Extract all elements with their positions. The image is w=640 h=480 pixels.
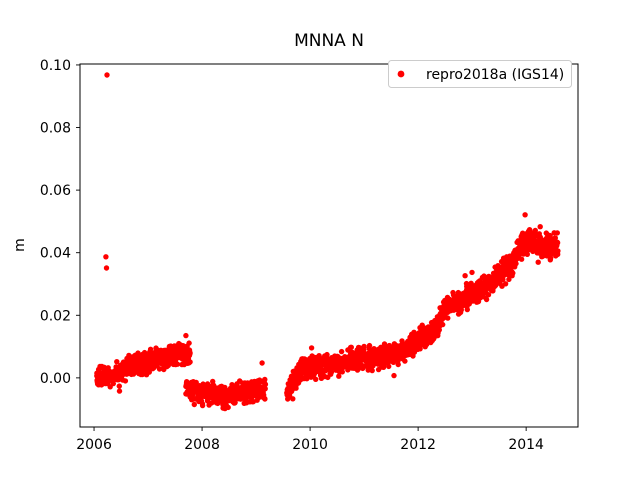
- data-point: [361, 343, 367, 350]
- data-point: [313, 376, 319, 382]
- data-point: [554, 240, 561, 246]
- outlier-data-point: [103, 254, 109, 260]
- axes-frame: [79, 63, 579, 428]
- data-point: [483, 296, 490, 303]
- scatter-series: [94, 72, 561, 412]
- x-tick-label: 2012: [400, 437, 436, 453]
- data-point: [469, 269, 475, 276]
- outlier-data-point: [104, 72, 110, 78]
- x-tick-label: 2006: [76, 437, 112, 453]
- data-point: [336, 373, 342, 379]
- data-point: [262, 376, 268, 383]
- y-tick-label: 0.04: [40, 246, 71, 262]
- data-point: [262, 396, 268, 402]
- data-point: [369, 367, 375, 374]
- data-point: [535, 259, 541, 265]
- data-point: [174, 361, 181, 367]
- data-point: [485, 292, 492, 298]
- data-point: [524, 251, 530, 257]
- data-point: [518, 256, 525, 262]
- data-point: [445, 315, 451, 321]
- data-point: [500, 276, 506, 283]
- outlier-data-point: [522, 212, 528, 218]
- data-point: [464, 306, 470, 313]
- data-point: [199, 402, 206, 409]
- x-axis-ticks: 2006 2008 2010 2012 2014: [76, 427, 544, 453]
- data-point: [339, 369, 345, 375]
- legend-label: repro2018a (IGS14): [426, 67, 564, 83]
- legend-frame: [388, 60, 572, 88]
- y-axis-ticks: 0.00 0.02 0.04 0.06 0.08 0.10: [40, 58, 80, 387]
- data-point: [156, 366, 163, 372]
- x-tick-label: 2010: [292, 437, 328, 453]
- outlier-data-point: [537, 224, 543, 230]
- y-tick-label: 0.08: [40, 121, 71, 137]
- data-point: [191, 401, 197, 408]
- data-point: [225, 404, 231, 411]
- data-point: [532, 227, 538, 234]
- data-point: [338, 348, 345, 355]
- data-point: [402, 358, 408, 364]
- data-point: [386, 363, 392, 370]
- chart-title: MNNA N: [294, 31, 364, 51]
- y-tick-label: 0.06: [40, 183, 71, 199]
- data-point: [552, 235, 558, 241]
- data-point: [187, 350, 193, 357]
- data-point: [440, 321, 446, 328]
- legend: repro2018a (IGS14): [388, 60, 572, 88]
- outlier-data-point: [103, 265, 110, 271]
- y-tick-label: 0.00: [40, 371, 71, 387]
- outlier-data-point: [183, 332, 189, 339]
- data-point: [187, 359, 193, 365]
- data-point: [139, 371, 146, 378]
- data-point: [262, 386, 268, 392]
- data-point: [122, 378, 129, 384]
- data-point: [458, 307, 464, 313]
- data-point: [308, 345, 315, 351]
- data-point: [502, 281, 509, 287]
- data-point: [293, 385, 299, 391]
- data-point: [186, 340, 192, 346]
- y-axis-label: m: [12, 238, 28, 252]
- data-point: [114, 359, 120, 365]
- data-point: [262, 381, 269, 387]
- data-point: [555, 248, 561, 254]
- data-point: [411, 329, 417, 335]
- y-tick-label: 0.10: [40, 58, 71, 74]
- data-point: [110, 380, 117, 387]
- data-point: [395, 361, 401, 368]
- data-point: [513, 260, 519, 267]
- x-tick-label: 2008: [184, 437, 220, 453]
- data-point: [366, 342, 373, 349]
- data-point: [348, 344, 354, 350]
- data-point: [391, 372, 397, 379]
- data-point: [259, 360, 265, 366]
- data-point: [510, 270, 516, 276]
- data-point: [462, 273, 468, 279]
- y-tick-label: 0.02: [40, 308, 71, 324]
- legend-marker-dot: [397, 70, 405, 78]
- x-tick-label: 2014: [508, 437, 544, 453]
- data-point: [554, 230, 560, 236]
- data-point: [290, 396, 296, 402]
- data-point: [146, 369, 152, 375]
- data-point: [116, 383, 123, 389]
- data-point: [116, 388, 123, 394]
- data-point: [506, 276, 512, 283]
